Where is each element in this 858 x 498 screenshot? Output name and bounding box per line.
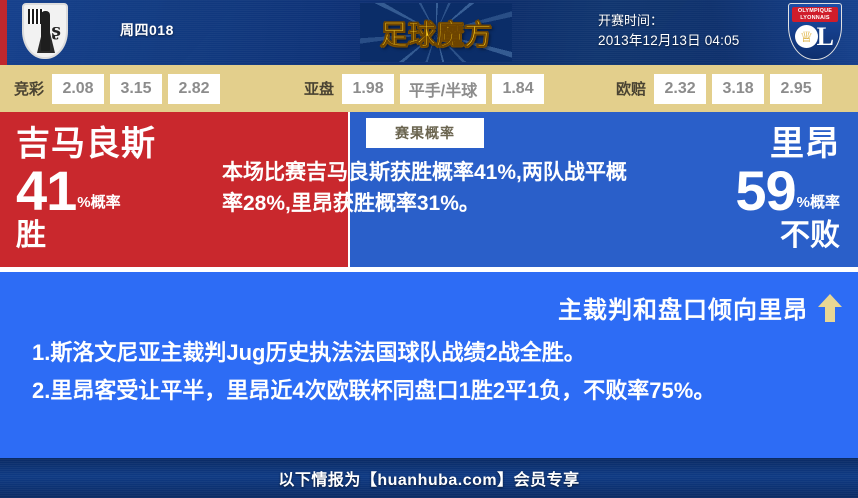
site-logo-text: 足球魔方 — [379, 18, 493, 50]
footer-text: 以下情报为【huanhuba.com】会员专享 — [278, 472, 580, 489]
away-probability-figure: 59 %概率 — [735, 159, 840, 222]
odds-group-label: 亚盘 — [304, 81, 335, 98]
away-result-label: 不败 — [780, 219, 840, 252]
away-team-crest-icon: OLYMPIQUE LYONNAIS ♕ L — [788, 3, 842, 61]
home-team-stats: 吉马良斯 41 %概率 胜 — [16, 124, 156, 253]
list-item: 1.斯洛文尼亚主裁判Jug历史执法法国球队战绩2战全胜。 — [32, 340, 586, 365]
odds-cell[interactable]: 1.98 — [342, 73, 395, 104]
home-crest-hatch — [28, 9, 44, 24]
analysis-header: 主裁判和盘口倾向里昂 — [558, 290, 842, 325]
odds-group-yapan: 亚盘 1.98 平手/半球 1.84 — [304, 73, 550, 104]
home-result-label: 胜 — [16, 219, 46, 252]
odds-cell[interactable]: 2.95 — [770, 73, 823, 104]
kickoff-label: 开赛时间： — [598, 13, 664, 28]
analysis-section: 主裁判和盘口倾向里昂 1.斯洛文尼亚主裁判Jug历史执法法国球队战绩2战全胜。 … — [0, 272, 858, 458]
home-crest-shield: ʂ — [22, 3, 68, 59]
logo-rays-icon — [360, 3, 512, 62]
away-team-name: 里昂 — [770, 125, 840, 163]
odds-cell[interactable]: 2.08 — [52, 73, 105, 104]
odds-bar: 竞彩 2.08 3.15 2.82 亚盘 1.98 平手/半球 1.84 欧赔 … — [0, 65, 858, 112]
odds-cell[interactable]: 2.32 — [654, 73, 707, 104]
odds-group-jingcai: 竞彩 2.08 3.15 2.82 — [14, 73, 226, 104]
home-probability-panel: 吉马良斯 41 %概率 胜 — [0, 112, 348, 267]
away-probability-unit: %概率 — [796, 194, 840, 211]
odds-cell[interactable]: 1.84 — [492, 73, 545, 104]
away-crest-shield: OLYMPIQUE LYONNAIS ♕ L — [788, 3, 842, 60]
away-crest-text-line2: LYONNAIS — [800, 14, 830, 21]
page-header: ʂ 周四018 足球魔方 开赛时间： 2013年12月13日 04:05 OLY… — [0, 0, 858, 65]
list-item: 2.里昂客受让平半，里昂近4次欧联杯同盘口1胜2平1负，不败率75%。 — [32, 378, 716, 403]
kickoff-time: 开赛时间： 2013年12月13日 04:05 — [598, 11, 740, 51]
away-probability-value: 59 — [735, 159, 796, 222]
arrow-up-icon — [818, 293, 842, 322]
odds-cell-handicap[interactable]: 平手/半球 — [400, 73, 487, 104]
away-crest-text-line1: OLYMPIQUE — [797, 8, 833, 14]
header-red-edge — [0, 0, 7, 65]
home-probability-figure: 41 %概率 — [16, 159, 156, 222]
home-probability-value: 41 — [16, 159, 77, 222]
probability-badge: 赛果概率 — [366, 118, 484, 148]
analysis-points: 1.斯洛文尼亚主裁判Jug历史执法法国球队战绩2战全胜。 2.里昂客受让平半，里… — [32, 334, 832, 410]
kickoff-value: 2013年12月13日 04:05 — [598, 33, 740, 48]
home-crest-figure — [41, 11, 50, 51]
home-team-crest-icon: ʂ — [22, 3, 68, 61]
home-team-name: 吉马良斯 — [16, 125, 156, 163]
odds-group-oupei: 欧赔 2.32 3.18 2.95 — [616, 73, 828, 104]
probability-summary-text: 本场比赛吉马良斯获胜概率41%,两队战平概率28%,里昂获胜概率31%。 — [222, 161, 627, 215]
odds-group-label: 欧赔 — [616, 81, 647, 98]
odds-cell[interactable]: 3.18 — [712, 73, 765, 104]
away-crest-band: OLYMPIQUE LYONNAIS — [792, 7, 838, 22]
away-crest-lion-icon: ♕ — [795, 25, 818, 48]
analysis-title: 主裁判和盘口倾向里昂 — [558, 297, 808, 324]
match-number: 周四018 — [120, 22, 174, 38]
odds-cell[interactable]: 3.15 — [110, 73, 163, 104]
home-probability-unit: %概率 — [77, 194, 121, 211]
odds-cell[interactable]: 2.82 — [168, 73, 221, 104]
away-crest-letter: L — [816, 22, 834, 51]
away-team-stats: 里昂 59 %概率 不败 — [735, 124, 840, 253]
odds-group-label: 竞彩 — [14, 81, 45, 98]
page-footer: 以下情报为【huanhuba.com】会员专享 — [0, 458, 858, 498]
site-logo: 足球魔方 — [360, 3, 512, 62]
home-crest-glyph: ʂ — [51, 21, 61, 41]
